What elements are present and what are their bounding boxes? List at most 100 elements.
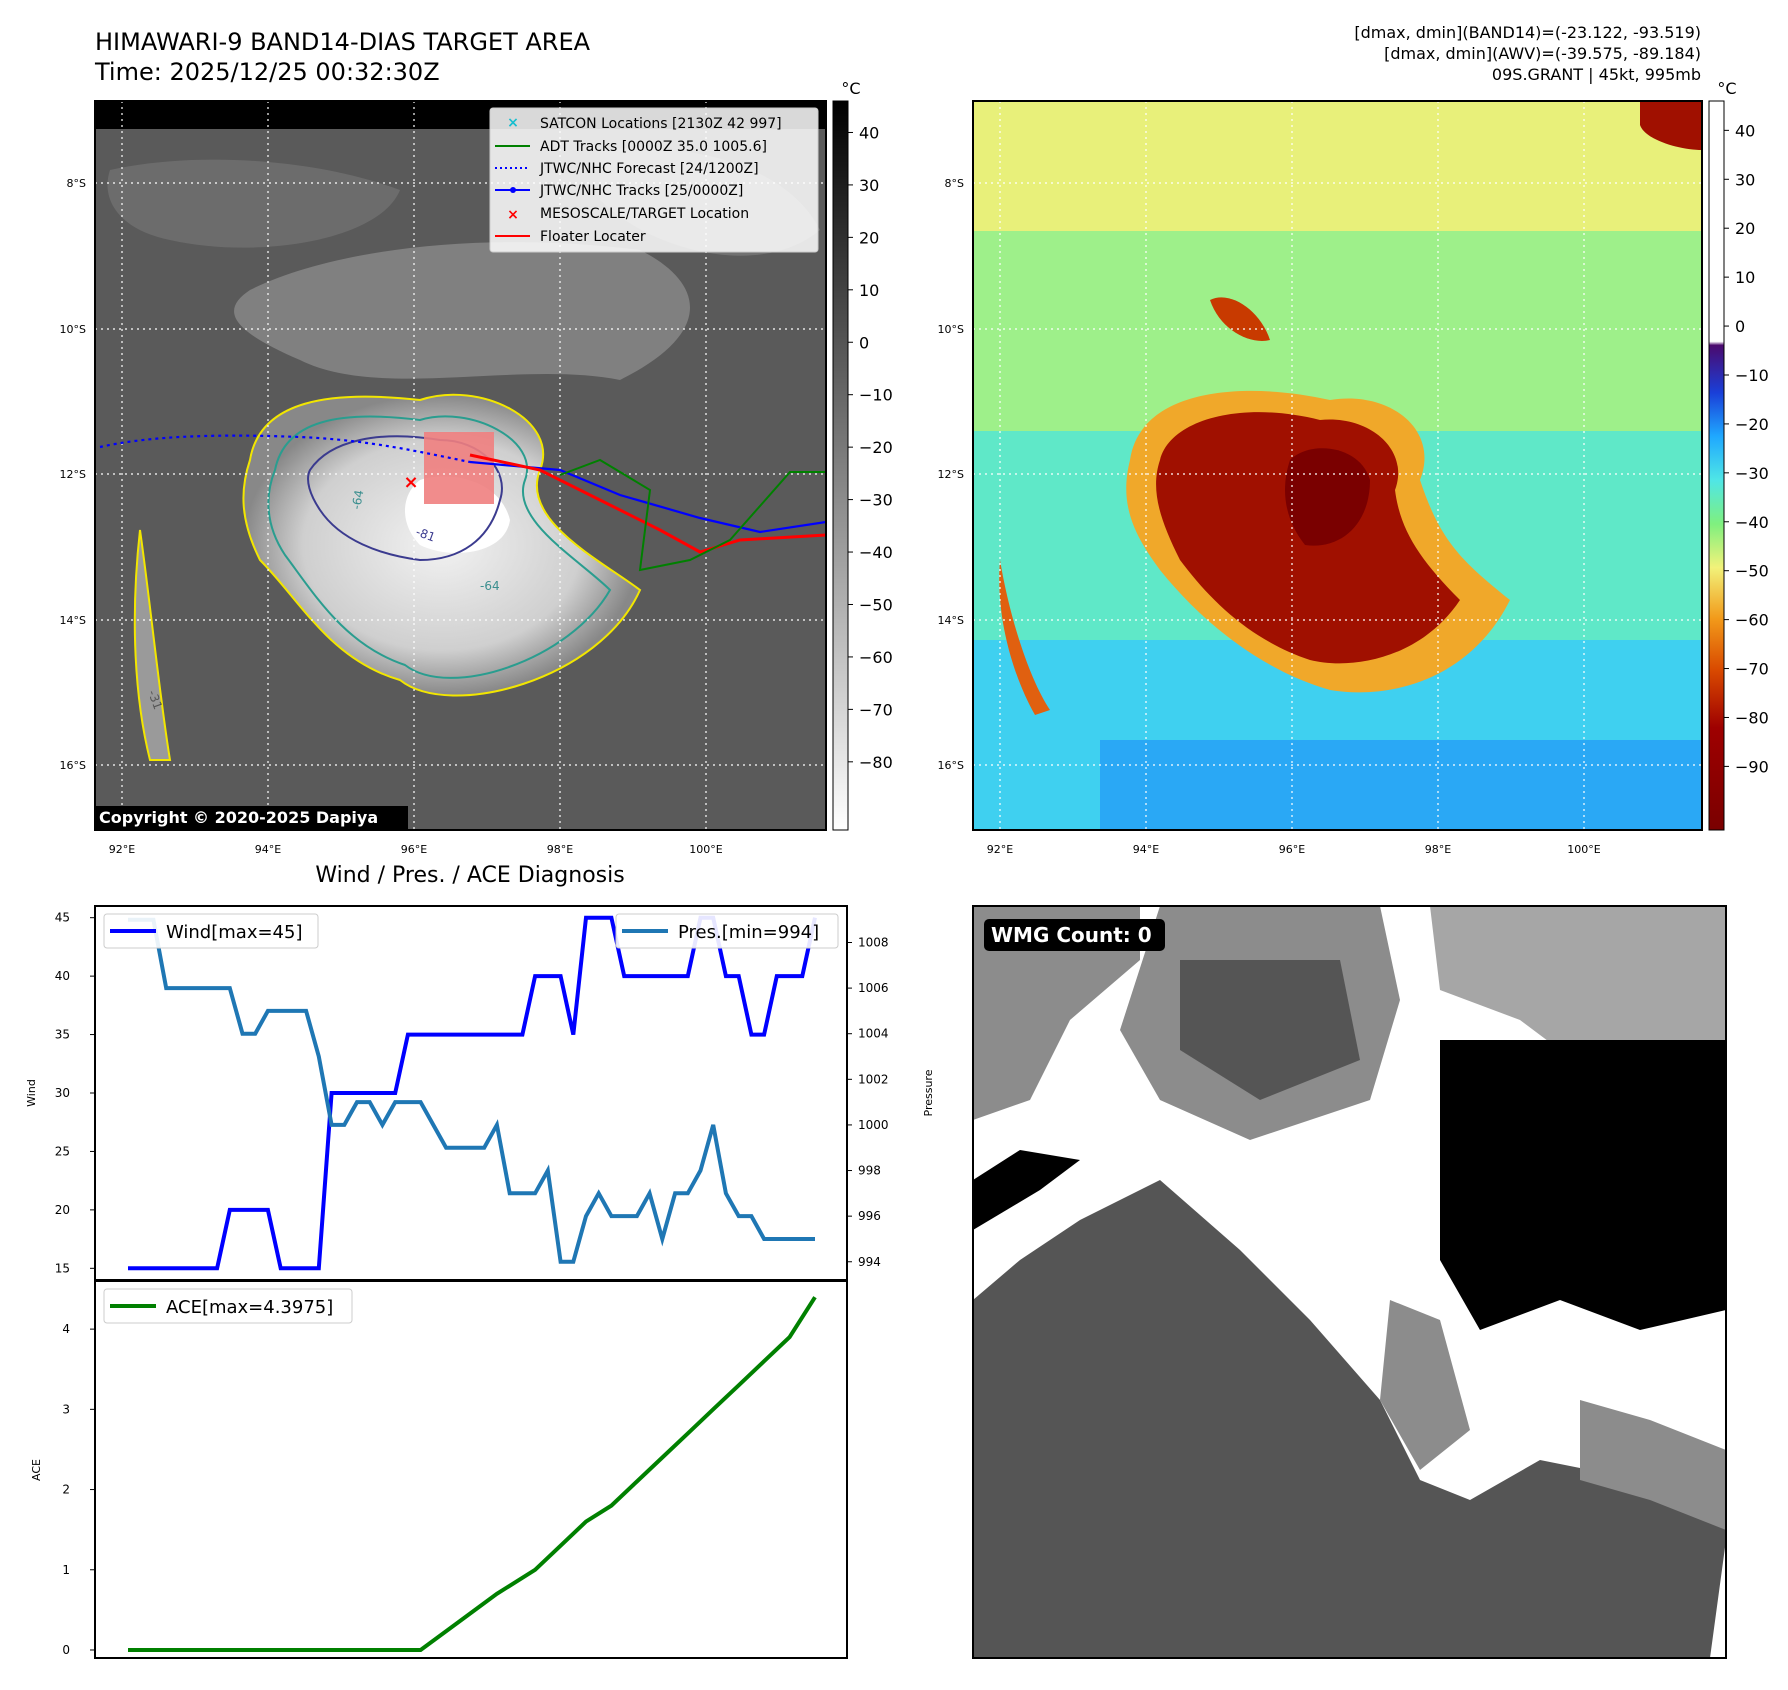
lon-label: 98°E [547, 843, 573, 856]
map1-legend: × × SATCON Locations [2130Z 42 997] ADT … [489, 107, 819, 253]
lat-label: 10°S [60, 323, 86, 336]
map2-lat-labels: 8°S 10°S 12°S 14°S 16°S [938, 177, 964, 772]
map1-lon-labels: 92°E 94°E 96°E 98°E 100°E [109, 843, 723, 856]
gray-colorbar-unit: °C [841, 79, 860, 98]
colorbar-tick-label: 30 [859, 176, 879, 195]
colorbar-tick-label: 40 [1735, 121, 1755, 140]
colorbar-tick-label: −20 [1735, 415, 1769, 434]
colorbar-tick-label: 0 [1735, 317, 1745, 336]
wind-tick-label: 40 [55, 969, 70, 983]
colorbar-tick-label: −40 [1735, 513, 1769, 532]
lat-label: 12°S [938, 468, 964, 481]
color-colorbar: °C 40 30 20 10 0 −10 −20 −30 −40 −50 −60 −70 −80 −90 [1708, 79, 1769, 831]
lon-label: 92°E [109, 843, 135, 856]
pressure-series [128, 917, 815, 1264]
info-storm: 09S.GRANT | 45kt, 995mb [1492, 65, 1701, 84]
diagnosis-title: Wind / Pres. / ACE Diagnosis [315, 863, 624, 888]
colorbar-tick-label: 20 [859, 228, 879, 247]
colorbar-tick-label: −70 [859, 700, 893, 719]
colorbar-tick-label: 10 [1735, 268, 1755, 287]
pressure-tick-label: 1000 [858, 1118, 889, 1132]
legend-entry: MESOSCALE/TARGET Location [540, 206, 749, 222]
pressure-legend-label: Pres.[min=994] [678, 922, 819, 943]
wind-tick-label: 30 [55, 1086, 70, 1100]
colorbar-tick-label: 40 [859, 123, 879, 142]
colorbar-tick-label: 10 [859, 281, 879, 300]
gray-colorbar-ticks: 40 30 20 10 0 −10 −20 −30 −40 −50 −60 −70 −80 [848, 123, 893, 772]
ace-legend: ACE[max=4.3975] [103, 1288, 353, 1324]
contour-label: -31 [145, 688, 165, 711]
figure-title: HIMAWARI-9 BAND14-DIAS TARGET AREA [95, 28, 591, 56]
lon-label: 94°E [255, 843, 281, 856]
lon-label: 100°E [1567, 843, 1600, 856]
info-awv: [dmax, dmin](AWV)=(-39.575, -89.184) [1384, 44, 1701, 63]
pressure-tick-label: 1004 [858, 1027, 889, 1041]
figure-time: Time: 2025/12/25 00:32:30Z [94, 58, 440, 86]
legend-entry: JTWC/NHC Forecast [24/1200Z] [539, 161, 759, 177]
contour-label: -64 [349, 489, 366, 511]
ace-y-ticks: 0 1 2 3 4 [62, 1322, 95, 1657]
legend-entry: Floater Locater [540, 229, 646, 245]
gray-colorbar: °C 40 30 20 10 0 −10 −20 −30 −40 −50 −60 −70 −80 [832, 79, 893, 831]
lat-label: 16°S [60, 759, 86, 772]
wmg-panel: WMG Count: 0 [972, 905, 1727, 1659]
contour-labels: -64 -81 -64 -31 [145, 489, 499, 712]
lat-label: 10°S [938, 323, 964, 336]
wmg-count-label: WMG Count: 0 [991, 923, 1152, 947]
jtwc-track-line [469, 460, 826, 534]
copyright-text: Copyright © 2020-2025 Dapiya [99, 808, 378, 827]
map1-lat-labels: 8°S 10°S 12°S 14°S 16°S [60, 177, 86, 772]
wind-pressure-chart: Wind / Pres. / ACE Diagnosis 15 20 25 30 35 4… [25, 863, 935, 1281]
legend-symbol-satcon: × [507, 115, 519, 131]
colorbar-tick-label: −40 [859, 543, 893, 562]
color-map-panel: 8°S 10°S 12°S 14°S 16°S 92°E 94°E 96°E 9… [938, 100, 1703, 856]
legend-symbol-target: × [507, 207, 519, 223]
colorbar-tick-label: −60 [1735, 611, 1769, 630]
pressure-line [128, 917, 815, 1264]
ace-tick-label: 1 [62, 1563, 70, 1577]
map2-lon-labels: 92°E 94°E 96°E 98°E 100°E [987, 843, 1601, 856]
ace-tick-label: 0 [62, 1643, 70, 1657]
pressure-tick-label: 1002 [858, 1072, 889, 1086]
adt-track-line [559, 458, 826, 572]
lon-label: 96°E [1279, 843, 1305, 856]
lon-label: 96°E [401, 843, 427, 856]
pressure-tick-label: 994 [858, 1255, 881, 1269]
ace-tick-label: 2 [62, 1483, 70, 1497]
grid-lines-map2 [973, 101, 1702, 830]
lat-label: 12°S [60, 468, 86, 481]
legend-entry: ADT Tracks [0000Z 35.0 1005.6] [540, 139, 767, 155]
lon-label: 100°E [689, 843, 722, 856]
lat-label: 14°S [60, 614, 86, 627]
ace-tick-label: 3 [62, 1402, 70, 1416]
colorbar-tick-label: −90 [1735, 757, 1769, 776]
ir-map-panel: × -64 -81 -64 -31 × × SATCON Locations [… [60, 100, 827, 856]
colorbar-tick-label: −50 [859, 595, 893, 614]
lat-label: 16°S [938, 759, 964, 772]
wmg-count-box [984, 919, 1165, 951]
pressure-y-ticks: 994 996 998 1000 1002 1004 1006 1008 [847, 935, 889, 1269]
jtwc-forecast-line [99, 434, 471, 464]
ace-chart: 0 1 2 3 4 ACE ACE[max=4.3975] [30, 1280, 848, 1659]
lat-label: 14°S [938, 614, 964, 627]
lon-label: 92°E [987, 843, 1013, 856]
lon-label: 98°E [1425, 843, 1451, 856]
colorbar-tick-label: 20 [1735, 219, 1755, 238]
lon-label: 94°E [1133, 843, 1159, 856]
wind-y-ticks: 15 20 25 30 35 40 45 [55, 911, 95, 1275]
ace-legend-label: ACE[max=4.3975] [166, 1297, 333, 1318]
copyright-box [95, 806, 408, 830]
wind-axis-label: Wind [25, 1079, 38, 1107]
ace-tick-label: 4 [62, 1322, 70, 1336]
pressure-tick-label: 1008 [858, 935, 889, 949]
wind-tick-label: 20 [55, 1203, 70, 1217]
colorbar-tick-label: −70 [1735, 660, 1769, 679]
wind-legend: Wind[max=45] [103, 913, 319, 949]
wind-legend-label: Wind[max=45] [166, 922, 303, 943]
pressure-tick-label: 998 [858, 1164, 881, 1178]
colorbar-tick-label: −80 [1735, 708, 1769, 727]
wind-tick-label: 25 [55, 1144, 70, 1158]
legend-entry: JTWC/NHC Tracks [25/0000Z] [539, 183, 743, 199]
colorbar-tick-label: −30 [859, 491, 893, 510]
